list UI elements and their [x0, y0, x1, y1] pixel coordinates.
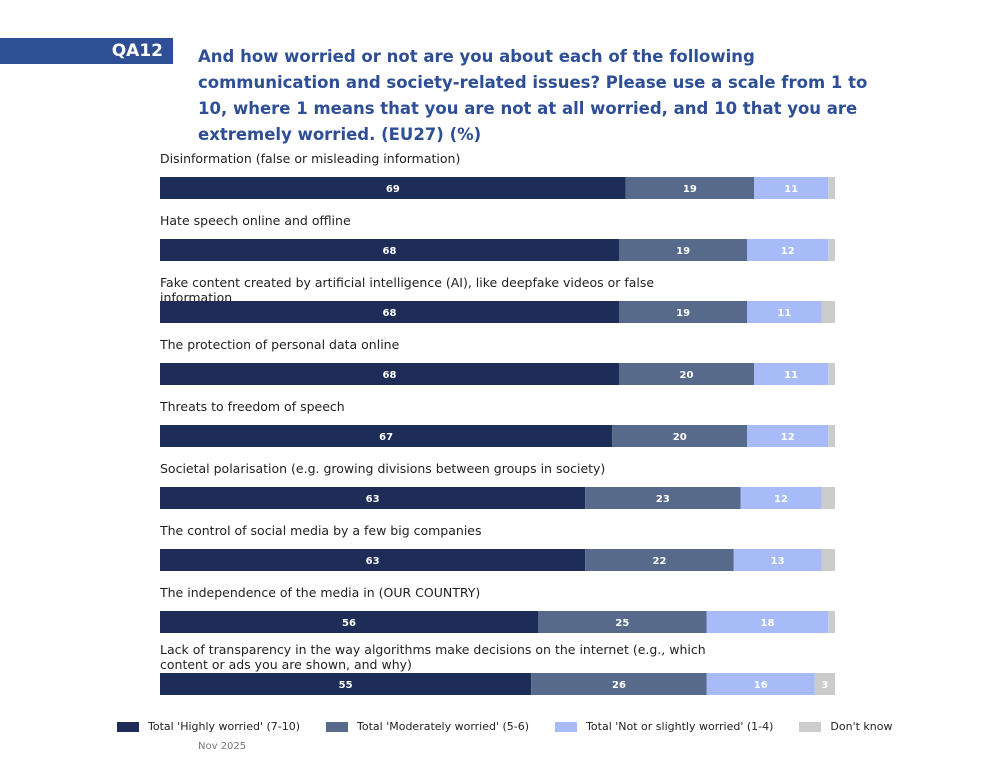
data-label: 19 [676, 308, 690, 319]
bar-segment [538, 611, 707, 633]
legend-swatch [555, 721, 578, 732]
bar-segment [814, 673, 835, 695]
bar-segment [828, 611, 835, 633]
legend-label: Total 'Moderately worried' (5-6) [357, 720, 530, 733]
category-label: Hate speech online and offline [160, 213, 351, 228]
data-label: 56 [342, 618, 356, 629]
bar-segment [747, 301, 822, 323]
data-label: 68 [383, 308, 397, 319]
data-label: 11 [777, 308, 791, 319]
bar-segment [821, 549, 835, 571]
bar-segment [612, 425, 748, 447]
bar-segment [531, 673, 707, 695]
legend-swatch [799, 721, 822, 732]
data-label: 23 [656, 494, 670, 505]
bar-segment [828, 425, 835, 447]
bar-segment [619, 239, 748, 261]
bar-segment [160, 301, 619, 323]
bar-segment [160, 363, 619, 385]
bar-segment [747, 425, 829, 447]
survey-date: Nov 2025 [198, 741, 247, 752]
bar-segment [160, 549, 586, 571]
legend-swatch [117, 721, 139, 732]
bar-segment [733, 549, 822, 571]
data-label: 19 [676, 246, 690, 257]
data-label: 19 [683, 184, 697, 195]
data-label: 68 [383, 370, 397, 381]
data-label: 22 [653, 556, 667, 567]
data-label: 69 [386, 184, 400, 195]
data-label: 25 [615, 618, 629, 629]
legend-label: Total 'Not or slightly worried' (1-4) [586, 720, 774, 733]
data-label: 12 [781, 246, 795, 257]
bar-segment [160, 239, 619, 261]
bar-segment [754, 177, 829, 199]
category-label: The protection of personal data online [159, 337, 400, 352]
legend-item: Total 'Moderately worried' (5-6) [326, 720, 529, 733]
data-label: 26 [612, 680, 626, 691]
data-label: 68 [383, 246, 397, 257]
question-title: And how worried or not are you about eac… [198, 47, 868, 144]
category-label: Disinformation (false or misleading info… [160, 151, 460, 166]
bar-segment [821, 487, 835, 509]
bar-segment [754, 363, 829, 385]
category-label: Lack of transparency in the way algorith… [160, 642, 706, 672]
data-label: 12 [781, 432, 795, 443]
legend-label: Don't know [830, 720, 893, 733]
bar-segment [747, 239, 829, 261]
category-label: The independence of the media in (OUR CO… [159, 585, 480, 600]
category-label: The control of social media by a few big… [159, 523, 482, 538]
bar-segment [585, 549, 734, 571]
bar-segment [160, 177, 626, 199]
data-label: 18 [761, 618, 775, 629]
legend-label: Total 'Highly worried' (7-10) [148, 720, 301, 733]
data-label: 20 [680, 370, 694, 381]
bar-segment [740, 487, 822, 509]
data-label: 20 [673, 432, 687, 443]
bar-segment [160, 673, 532, 695]
legend-item: Total 'Highly worried' (7-10) [117, 720, 300, 733]
category-label: Threats to freedom of speech [159, 399, 345, 414]
bar-segment [828, 177, 835, 199]
data-label: 55 [339, 680, 353, 691]
data-label: 11 [784, 184, 798, 195]
data-label: 16 [754, 680, 768, 691]
category-label: Fake content created by artificial intel… [160, 275, 654, 305]
chart-legend: Total 'Highly worried' (7-10) Total 'Mode… [117, 720, 919, 733]
bar-segment [619, 301, 748, 323]
bar-segment [160, 487, 586, 509]
data-label: 63 [366, 494, 380, 505]
data-label: 3 [821, 680, 828, 691]
bar-segment [160, 611, 538, 633]
question-code-badge: QA12 [0, 38, 173, 64]
bar-segment [160, 425, 613, 447]
data-label: 13 [771, 556, 785, 567]
data-label: 63 [366, 556, 380, 567]
legend-item: Total 'Not or slightly worried' (1-4) [555, 720, 773, 733]
bar-segment [619, 363, 754, 385]
data-label: 67 [379, 432, 393, 443]
bar-segment [625, 177, 754, 199]
bar-segment [821, 301, 835, 323]
category-label: Societal polarisation (e.g. growing divi… [160, 461, 605, 476]
bar-segment [706, 673, 815, 695]
bar-segment [706, 611, 829, 633]
data-label: 11 [784, 370, 798, 381]
legend-item: Don't know [799, 720, 893, 733]
bar-segment [585, 487, 741, 509]
data-label: 12 [774, 494, 788, 505]
legend-swatch [326, 721, 349, 732]
bar-segment [828, 239, 835, 261]
bar-segment [828, 363, 835, 385]
